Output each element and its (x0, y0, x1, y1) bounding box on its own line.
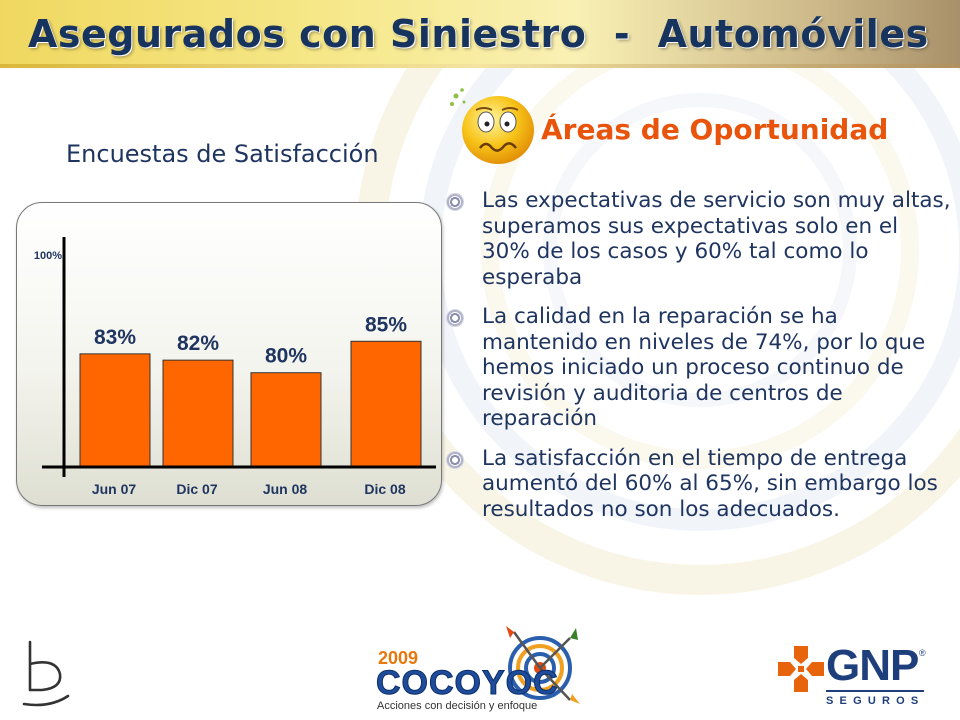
target-bullet-icon (446, 309, 464, 327)
company-registered-mark: ® (919, 648, 926, 658)
opportunities-list: Las expectativas de servicio son muy alt… (446, 188, 952, 536)
bar-value-label: 82% (177, 332, 219, 355)
cocoyoc-target-icon (506, 626, 580, 704)
bar-value-label: 85% (365, 313, 407, 336)
list-item-text: Las expectativas de servicio son muy alt… (482, 188, 951, 290)
company-subtitle: SEGUROS (826, 695, 925, 707)
x-tick-label: Dic 07 (176, 481, 217, 497)
bar-jun-07 (79, 353, 151, 468)
slide-title: Asegurados con Siniestro - Automóviles (28, 12, 929, 56)
target-bullet-icon (446, 450, 464, 469)
opportunities-heading: Áreas de Oportunidad (541, 113, 889, 146)
list-item: La satisfacción en el tiempo de entrega … (446, 446, 952, 523)
company-name: GNP (826, 641, 919, 690)
bar-value-label: 83% (94, 326, 136, 349)
list-item-text: La satisfacción en el tiempo de entrega … (482, 445, 938, 522)
y-axis-max-label: 100% (34, 250, 62, 262)
target-bullet-icon (446, 193, 464, 211)
b-logo-icon (22, 640, 70, 707)
x-tick-label: Jun 08 (263, 481, 308, 497)
list-item: Las expectativas de servicio son muy alt… (446, 188, 952, 290)
event-year: 2009 (378, 648, 419, 668)
chart-title: Encuestas de Satisfacción (66, 140, 379, 168)
title-banner: Asegurados con Siniestro - Automóviles (0, 0, 960, 68)
company-divider (826, 690, 924, 692)
event-tagline: Acciones con decisión y enfoque (377, 700, 538, 712)
bar-chart: 83% Jun 07 82% Dic 07 80% Jun 08 85% Dic 08 100… (34, 237, 436, 497)
bar-dic-07 (162, 359, 234, 468)
event-name: COCOYOC (376, 664, 559, 703)
worried-face-icon (450, 88, 534, 164)
x-tick-label: Jun 07 (92, 481, 137, 497)
bar-dic-08 (350, 340, 422, 468)
bar-jun-08 (250, 372, 322, 468)
list-item: La calidad en la reparación se ha manten… (446, 304, 952, 432)
gnp-logo-icon (778, 646, 824, 692)
bar-value-label: 80% (265, 345, 307, 368)
list-item-text: La calidad en la reparación se ha manten… (482, 304, 926, 431)
x-tick-label: Dic 08 (364, 481, 405, 497)
